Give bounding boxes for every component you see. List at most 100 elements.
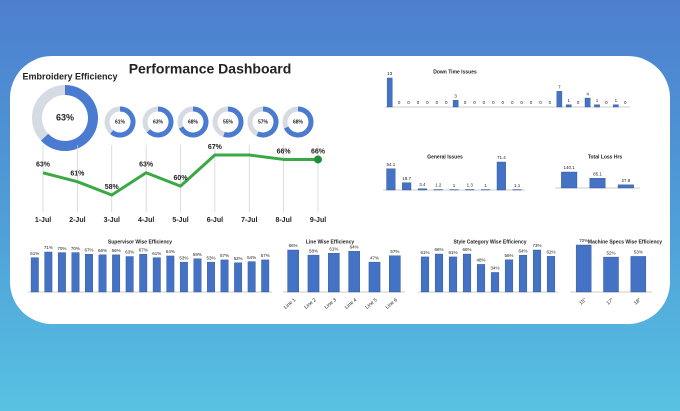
value-label: 63% — [125, 250, 134, 255]
value-label: 53% — [179, 255, 188, 260]
bar — [125, 256, 134, 293]
bar — [617, 184, 634, 189]
bar — [112, 254, 121, 293]
panel — [10, 56, 670, 324]
bar — [152, 257, 161, 293]
chart-title: General Issues — [427, 154, 463, 160]
bar — [496, 161, 506, 191]
donut-label: 55% — [223, 119, 234, 125]
value-label: 3.4 — [419, 182, 426, 187]
bar — [490, 272, 500, 293]
bar — [247, 261, 256, 293]
chart-title: Style Category Wise Efficiency — [453, 239, 526, 245]
value-label: 1 — [596, 98, 599, 103]
value-label: 0 — [483, 100, 486, 105]
value-label: 70% — [71, 246, 80, 251]
value-label: 70% — [579, 238, 588, 243]
value-label: 34% — [490, 266, 499, 271]
value-label: 48% — [476, 258, 485, 263]
value-label: 71.4 — [497, 155, 506, 160]
bar — [44, 251, 53, 293]
value-label: 0 — [577, 100, 580, 105]
bar — [613, 104, 619, 108]
bar — [518, 254, 528, 293]
bar — [98, 254, 107, 293]
value-label: 57% — [261, 253, 270, 258]
value-label: 7 — [558, 85, 561, 90]
value-label: 4 — [586, 91, 589, 96]
value-label: 0 — [417, 100, 420, 105]
value-label: 1 — [567, 98, 570, 103]
value-label: 66% — [311, 148, 326, 155]
value-label: 64% — [350, 244, 359, 249]
bar — [417, 188, 427, 191]
donut-arc — [110, 106, 136, 138]
value-label: 70% — [57, 246, 66, 251]
bar — [328, 252, 340, 293]
bar — [584, 97, 591, 108]
bar — [287, 249, 299, 293]
value-label: 0 — [398, 100, 401, 105]
value-label: 57% — [390, 249, 399, 254]
bar — [434, 253, 444, 293]
bar — [465, 189, 475, 191]
x-tick-label: 17" — [606, 297, 616, 306]
bar — [556, 91, 563, 108]
value-label: 0 — [502, 100, 505, 105]
value-label: 59% — [193, 252, 202, 257]
bar — [575, 244, 592, 293]
donut-arc — [40, 85, 98, 151]
donut-arc — [283, 106, 314, 138]
value-label: 0 — [473, 100, 476, 105]
x-tick-label: 6-Jul — [207, 217, 223, 224]
value-label: 0 — [426, 100, 429, 105]
value-label: 0 — [624, 100, 627, 105]
value-label: 0 — [464, 100, 467, 105]
x-tick-label: 9-Jul — [310, 217, 326, 224]
x-tick-label: 18" — [633, 297, 643, 306]
bar — [220, 259, 229, 293]
bar — [207, 261, 215, 293]
value-label: 0 — [492, 100, 495, 105]
value-label: 1.1 — [514, 183, 521, 188]
donut-label: 61% — [115, 119, 126, 125]
value-label: 61% — [420, 250, 429, 255]
value-label: 47% — [370, 255, 379, 260]
donut-label: 68% — [293, 119, 304, 125]
value-label: 71% — [44, 245, 53, 250]
bar — [193, 258, 202, 293]
x-tick-label: 15" — [578, 297, 588, 306]
bar — [462, 253, 472, 293]
value-label: 1 — [453, 183, 456, 188]
value-label: 61% — [30, 251, 39, 256]
value-label: 61% — [448, 250, 457, 255]
value-label: 53% — [634, 250, 643, 255]
bar — [630, 256, 647, 293]
value-label: 18.7 — [402, 176, 411, 181]
bar — [589, 178, 606, 189]
bar — [30, 257, 39, 293]
value-label: 73% — [532, 243, 541, 248]
value-label: 0 — [539, 100, 542, 105]
bar — [452, 100, 459, 108]
bar — [532, 249, 542, 293]
value-label: 3 — [454, 93, 457, 98]
value-label: 63% — [36, 162, 51, 169]
bar — [179, 261, 188, 293]
bar — [420, 256, 430, 293]
value-label: 67% — [139, 247, 148, 252]
bar — [546, 256, 556, 293]
x-tick-label: 1-Jul — [35, 217, 51, 224]
donut-arc — [178, 106, 209, 138]
value-label: 53% — [206, 255, 215, 260]
value-label: 61% — [152, 251, 161, 256]
point — [314, 155, 322, 164]
value-label: 64% — [166, 249, 175, 254]
chart-title: Down Time Issues — [433, 69, 477, 75]
value-label: 61% — [329, 246, 338, 251]
value-label: 85.1 — [593, 171, 602, 176]
value-label: 61% — [70, 171, 85, 178]
value-label: 66% — [112, 248, 121, 253]
